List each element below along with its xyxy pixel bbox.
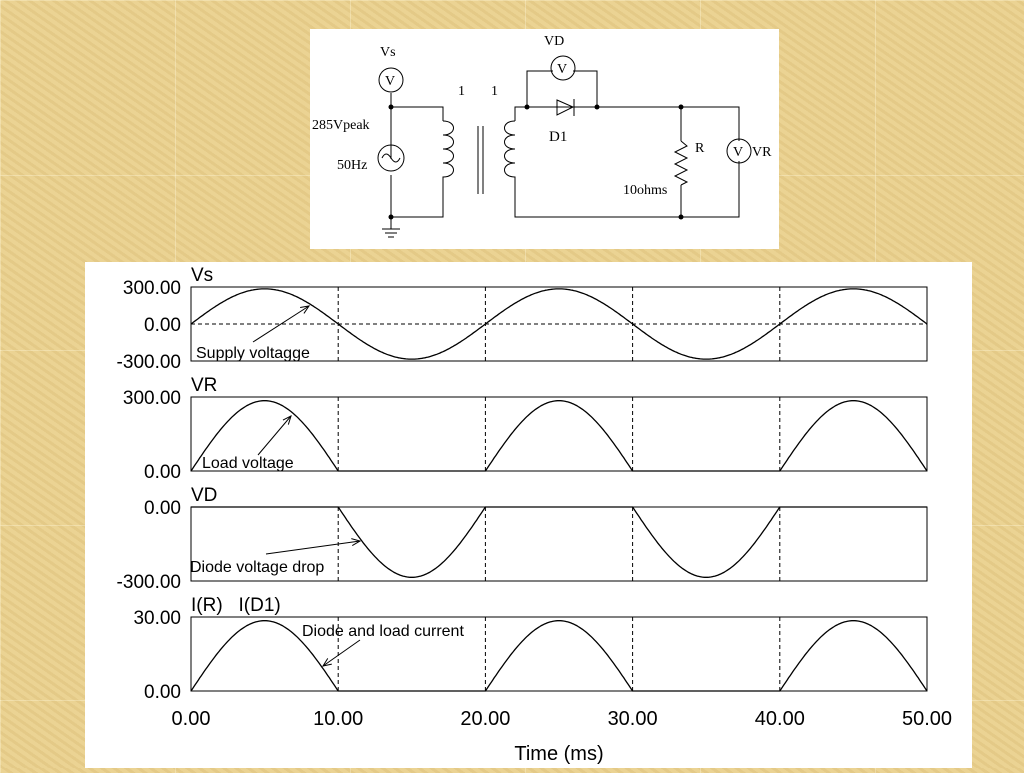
y-tick-label: 300.00 <box>123 278 181 299</box>
annotation-label: Diode and load current <box>302 623 464 640</box>
diode-icon <box>556 99 575 116</box>
vr-label: VR <box>752 145 772 160</box>
panel-title: VD <box>191 485 217 506</box>
svg-text:V: V <box>557 62 567 77</box>
annotation-arrow <box>252 305 310 343</box>
arrowhead-icon <box>321 658 332 667</box>
x-tick-label: 20.00 <box>460 708 510 730</box>
arrowhead-icon <box>300 305 311 314</box>
y-tick-label: 0.00 <box>144 682 181 703</box>
y-tick-label: 0.00 <box>144 315 181 336</box>
plot-frame <box>190 616 928 692</box>
resistor-icon <box>673 140 689 186</box>
x-axis-label: Time (ms) <box>514 743 603 765</box>
waveform-line <box>191 506 927 578</box>
x-tick-label: 40.00 <box>755 708 805 730</box>
y-tick-label: 300.00 <box>123 388 181 409</box>
annotation-arrow <box>322 639 361 667</box>
y-tick-label: 0.00 <box>144 462 181 483</box>
y-tick-label: -300.00 <box>117 352 181 373</box>
panel-1: Vs 300.00 0.00 -300.00 Supply voltagge <box>117 265 928 373</box>
plot-frame <box>190 396 928 472</box>
circuit-diagram: V Vs 285Vpeak 50Hz 1 1 V VD D1 R 10ohms … <box>310 29 779 249</box>
ground-icon <box>382 217 400 238</box>
panel-2: VR 300.00 0.00 Load voltage <box>123 375 928 483</box>
vr-meter: V <box>726 138 752 164</box>
panel-4: I(R) I(D1) 30.00 0.00 Diode and load curren… <box>133 595 928 703</box>
x-tick-label: 0.00 <box>172 708 211 730</box>
junction-dots <box>388 104 684 220</box>
x-tick-label: 30.00 <box>608 708 658 730</box>
annotation-label: Load voltage <box>202 455 294 472</box>
vs-meter: V <box>378 67 404 93</box>
turns-primary: 1 <box>458 84 465 99</box>
vd-meter: V <box>550 55 576 81</box>
vd-label: VD <box>544 34 564 49</box>
waveform-plots: Vs 300.00 0.00 -300.00 Supply voltagge VR 300.… <box>85 262 972 768</box>
arrowhead-icon <box>282 415 292 425</box>
y-tick-label: 0.00 <box>144 498 181 519</box>
annotation-arrow <box>265 540 361 555</box>
resistor-value: 10ohms <box>623 183 667 198</box>
waveform-line <box>190 620 928 692</box>
y-tick-label: -300.00 <box>117 572 181 593</box>
ac-source-icon <box>377 144 405 172</box>
vs-label: Vs <box>380 45 396 60</box>
waveform-line <box>190 400 928 472</box>
annotation-label: Supply voltagge <box>196 345 310 362</box>
annotation-label: Diode voltage drop <box>190 559 324 576</box>
x-tick-label: 50.00 <box>902 708 952 730</box>
panel-3: VD 0.00 -300.00 Diode voltage drop <box>117 485 928 593</box>
resistor-label: R <box>695 141 705 156</box>
waveform-line <box>190 288 928 360</box>
arrowhead-icon <box>351 538 362 547</box>
turns-secondary: 1 <box>491 84 498 99</box>
y-tick-label: 30.00 <box>133 608 181 629</box>
diode-label: D1 <box>549 129 567 145</box>
annotation-arrow <box>257 415 292 456</box>
source-frequency: 50Hz <box>337 158 367 173</box>
svg-text:V: V <box>733 145 743 160</box>
source-amplitude: 285Vpeak <box>312 118 370 133</box>
panel-title: VR <box>191 375 217 396</box>
svg-text:V: V <box>385 74 395 89</box>
panel-title: Vs <box>191 265 213 286</box>
transformer-icon <box>442 120 516 194</box>
panel-title: I(R) I(D1) <box>191 595 281 616</box>
x-tick-label: 10.00 <box>313 708 363 730</box>
